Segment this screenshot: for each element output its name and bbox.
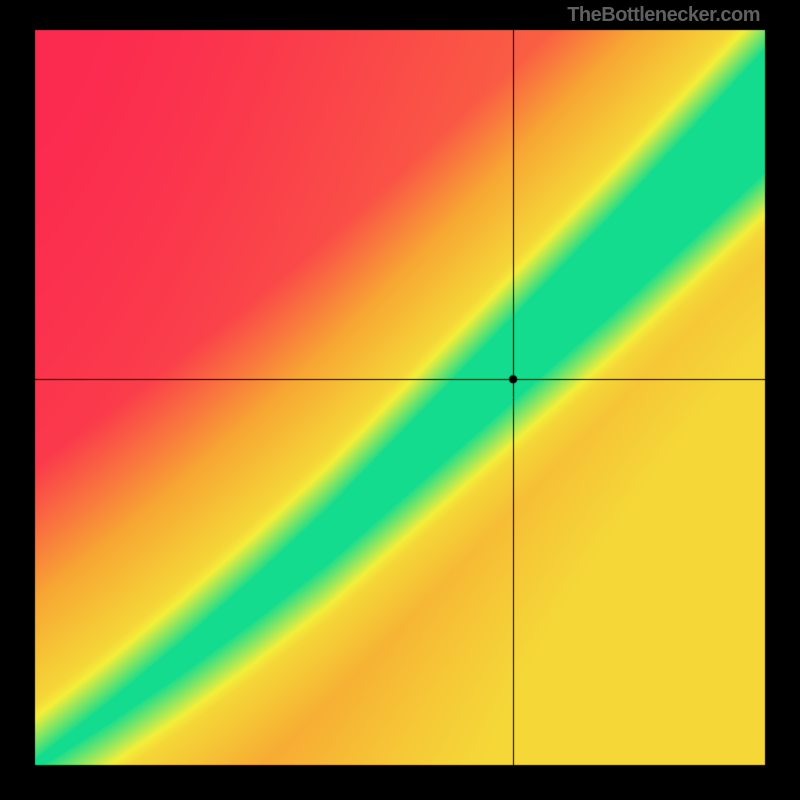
attribution-text: TheBottlenecker.com	[567, 4, 760, 27]
figure-wrap: { "attribution": { "text": "TheBottlenec…	[0, 0, 800, 800]
heatmap-canvas	[0, 0, 800, 800]
